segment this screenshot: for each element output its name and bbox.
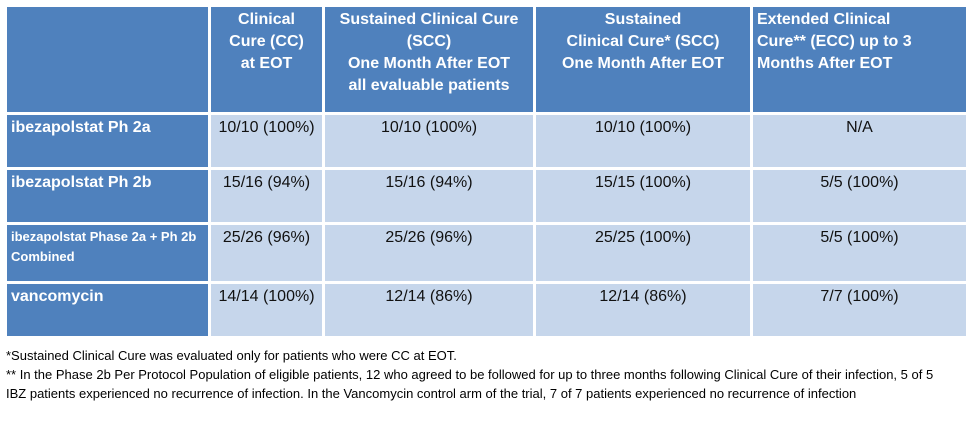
cell: 12/14 (86%) (322, 281, 536, 339)
table-row: ibezapolstat Phase 2a + Ph 2b Combined 2… (4, 222, 969, 284)
header-line: One Month After EOT (347, 55, 511, 72)
header-line: Clinical (238, 11, 295, 28)
cell: N/A (750, 112, 969, 170)
header-line: Sustained (604, 11, 682, 28)
cell: 12/14 (86%) (533, 281, 753, 339)
results-table: Clinical Cure (CC) at EOT Sustained Clinic… (4, 4, 969, 339)
row-label: ibezapolstat Ph 2a (4, 112, 211, 170)
header-line: Extended Clinical (757, 11, 891, 28)
header-line: at EOT (240, 55, 293, 72)
header-line: Clinical Cure* (SCC) (566, 33, 720, 50)
table-row: ibezapolstat Ph 2b 15/16 (94%) 15/16 (94… (4, 167, 969, 225)
cell: 5/5 (100%) (750, 222, 969, 284)
header-line: all evaluable patients (348, 77, 510, 94)
cell: 25/26 (96%) (208, 222, 325, 284)
header-line: Cure (CC) (229, 33, 304, 50)
header-scc: Sustained Clinical Cure* (SCC) One Month A… (533, 4, 753, 115)
cell: 7/7 (100%) (750, 281, 969, 339)
footnote: ** In the Phase 2b Per Protocol Populati… (6, 367, 934, 401)
header-line: (SCC) (406, 33, 452, 50)
cell: 5/5 (100%) (750, 167, 969, 225)
footnotes: *Sustained Clinical Cure was evaluated o… (6, 346, 956, 403)
table-row: vancomycin 14/14 (100%) 12/14 (86%) 12/1… (4, 281, 969, 339)
header-line: Cure** (ECC) up to 3 (757, 33, 912, 50)
table-row: ibezapolstat Ph 2a 10/10 (100%) 10/10 (1… (4, 112, 969, 170)
cell: 10/10 (100%) (208, 112, 325, 170)
header-row: Clinical Cure (CC) at EOT Sustained Clinic… (4, 4, 969, 115)
cell: 10/10 (100%) (322, 112, 536, 170)
cell: 15/16 (94%) (208, 167, 325, 225)
row-label: ibezapolstat Phase 2a + Ph 2b Combined (4, 222, 211, 284)
header-scc-all: Sustained Clinical Cure (SCC) One Month Af… (322, 4, 536, 115)
row-label: vancomycin (4, 281, 211, 339)
header-cc: Clinical Cure (CC) at EOT (208, 4, 325, 115)
header-line: One Month After EOT (561, 55, 725, 72)
header-line: Sustained Clinical Cure (339, 11, 519, 28)
header-line: Months After EOT (757, 55, 893, 72)
cell: 15/16 (94%) (322, 167, 536, 225)
cell: 25/26 (96%) (322, 222, 536, 284)
cell: 15/15 (100%) (533, 167, 753, 225)
cell: 10/10 (100%) (533, 112, 753, 170)
header-empty (4, 4, 211, 115)
row-label: ibezapolstat Ph 2b (4, 167, 211, 225)
cell: 25/25 (100%) (533, 222, 753, 284)
footnote: *Sustained Clinical Cure was evaluated o… (6, 348, 457, 363)
header-ecc: Extended Clinical Cure** (ECC) up to 3 Mon… (750, 4, 969, 115)
cell: 14/14 (100%) (208, 281, 325, 339)
